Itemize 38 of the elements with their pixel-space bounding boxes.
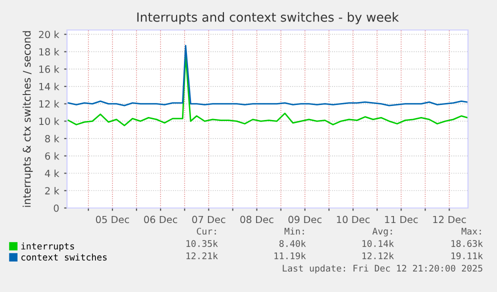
text: 8.40k bbox=[279, 240, 306, 247]
text: 12.12k bbox=[362, 252, 394, 260]
text: Avg: bbox=[372, 228, 392, 236]
x-tick-label: 07 Dec bbox=[192, 216, 226, 224]
text: Last update: Fri Dec 12 21:20:00 2025 bbox=[282, 264, 482, 274]
text: 12.21k bbox=[186, 252, 218, 260]
y-axis-title: interrupts & ctx switches / second bbox=[22, 31, 33, 207]
text: 10.14k bbox=[362, 240, 394, 247]
text: 19.11k bbox=[451, 252, 483, 260]
y-tick-label: 12 k bbox=[39, 100, 60, 108]
x-tick-label: 05 Dec bbox=[96, 216, 129, 224]
chart-title: Interrupts and context switches - by week bbox=[137, 12, 399, 24]
legend-label: context switches bbox=[21, 254, 107, 261]
x-tick-label: 10 Dec bbox=[336, 216, 370, 224]
y-tick-label: 2 k bbox=[45, 186, 60, 194]
y-tick-label: 14 k bbox=[39, 82, 60, 90]
legend-label: interrupts bbox=[21, 242, 74, 252]
x-tick-label: 11 Dec bbox=[385, 216, 418, 224]
x-tick-label: 06 Dec bbox=[144, 216, 178, 224]
y-tick-label: 20 k bbox=[38, 30, 60, 38]
x-tick-label: 08 Dec bbox=[240, 216, 274, 224]
y-tick-label: 16 k bbox=[39, 65, 60, 73]
text: 18.63k bbox=[451, 240, 483, 247]
y-tick-label: 18 k bbox=[39, 48, 60, 56]
y-tick-label: 10 k bbox=[39, 117, 60, 126]
x-tick-label: 12 Dec bbox=[433, 216, 466, 224]
text: 11.19k bbox=[274, 252, 306, 260]
text: Cur: bbox=[196, 228, 216, 235]
y-tick-label: 6 k bbox=[45, 152, 60, 160]
text: 10.35k bbox=[186, 240, 218, 247]
text: Min: bbox=[284, 228, 304, 235]
line-series bbox=[68, 54, 468, 126]
y-tick-label: 0 bbox=[54, 204, 59, 212]
x-tick-label: 09 Dec bbox=[288, 216, 322, 224]
y-tick-label: 8 k bbox=[45, 134, 60, 142]
y-tick-label: 4 k bbox=[44, 170, 60, 177]
line-series bbox=[68, 44, 468, 106]
text: Max: bbox=[462, 228, 481, 235]
